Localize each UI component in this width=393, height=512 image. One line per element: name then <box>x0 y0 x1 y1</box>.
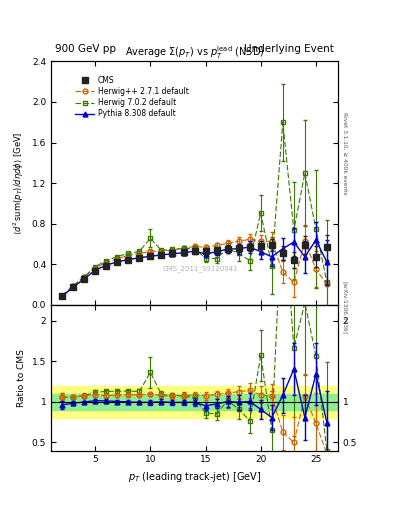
X-axis label: $p_T$ (leading track-jet) [GeV]: $p_T$ (leading track-jet) [GeV] <box>128 470 261 484</box>
Text: [arXiv:1306.3436]: [arXiv:1306.3436] <box>342 281 347 334</box>
Text: Rivet 3.1.10, ≥ 400k events: Rivet 3.1.10, ≥ 400k events <box>342 112 347 195</box>
Y-axis label: Ratio to CMS: Ratio to CMS <box>17 349 26 407</box>
Text: CMS_2011_S9120041: CMS_2011_S9120041 <box>162 265 238 271</box>
Text: 900 GeV pp: 900 GeV pp <box>55 44 116 54</box>
Title: Average $\Sigma(p_T)$ vs $p_T^{\rm lead}$ (NSD): Average $\Sigma(p_T)$ vs $p_T^{\rm lead}… <box>125 44 264 61</box>
Legend: CMS, Herwig++ 2.7.1 default, Herwig 7.0.2 default, Pythia 8.308 default: CMS, Herwig++ 2.7.1 default, Herwig 7.0.… <box>72 73 192 121</box>
Text: Underlying Event: Underlying Event <box>244 44 334 54</box>
Y-axis label: $\langle d^2\,\mathrm{sum}(p_T)/d\eta d\phi\rangle$ [GeV]: $\langle d^2\,\mathrm{sum}(p_T)/d\eta d\… <box>12 131 26 235</box>
